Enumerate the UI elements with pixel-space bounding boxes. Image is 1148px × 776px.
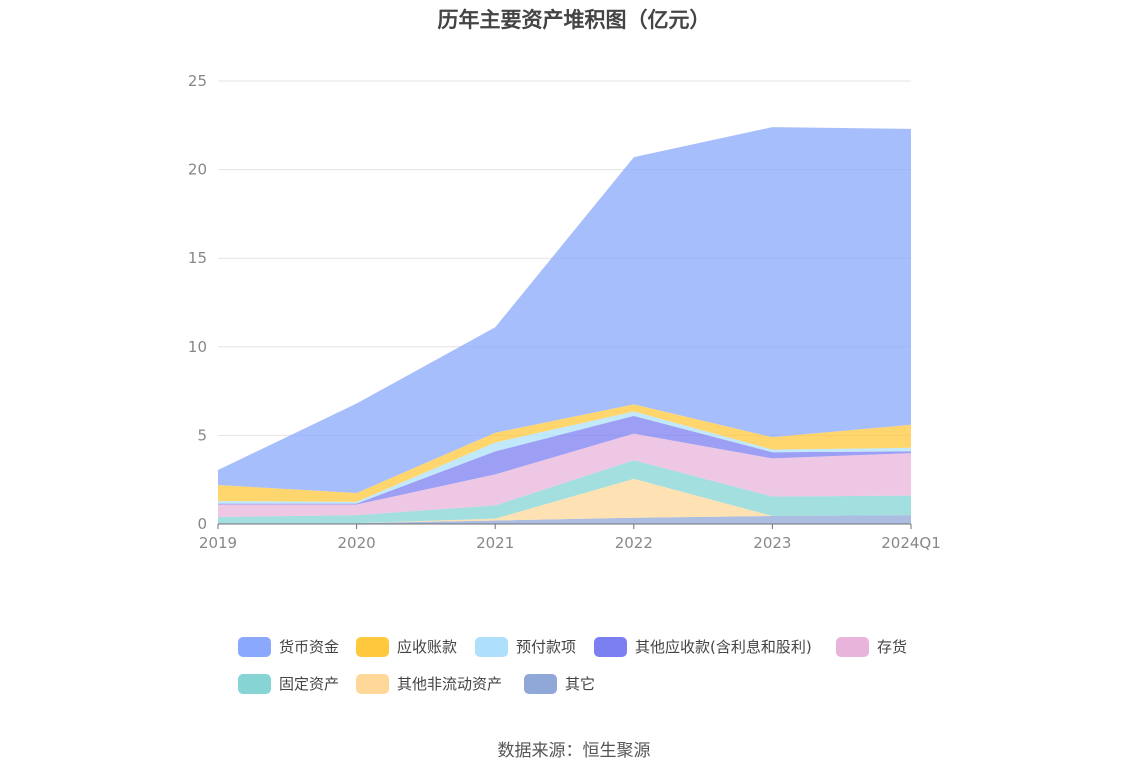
x-tick-label: 2019 bbox=[199, 534, 237, 552]
legend-swatch bbox=[356, 636, 389, 657]
data-source: 数据来源：恒生聚源 bbox=[497, 741, 651, 761]
legend-swatch bbox=[594, 636, 627, 657]
legend-swatch bbox=[238, 636, 271, 657]
stacked-area-chart: 0 5 10 15 20 25 2019 2020 2021 2022 2023 2024Q1 bbox=[188, 72, 941, 552]
area-series bbox=[218, 127, 911, 493]
x-tick-label: 2020 bbox=[338, 534, 376, 552]
legend-swatch bbox=[836, 636, 869, 657]
legend-label: 固定资产 bbox=[279, 675, 340, 693]
y-tick-label: 15 bbox=[188, 249, 207, 267]
y-tick-label: 25 bbox=[188, 72, 207, 90]
legend-item-prepayments[interactable]: 预付款项 bbox=[475, 636, 576, 657]
legend-label: 存货 bbox=[877, 638, 908, 656]
y-tick-label: 0 bbox=[197, 515, 207, 533]
area-series bbox=[218, 478, 911, 524]
chart-title: 历年主要资产堆积图（亿元） bbox=[437, 8, 711, 32]
legend-item-inventory[interactable]: 存货 bbox=[836, 636, 907, 657]
legend-label: 应收账款 bbox=[397, 638, 458, 656]
area-series bbox=[218, 404, 911, 502]
legend-item-cash[interactable]: 货币资金 bbox=[238, 636, 339, 657]
legend-label: 预付款项 bbox=[516, 638, 577, 656]
area-series bbox=[218, 433, 911, 517]
area-series bbox=[218, 460, 911, 524]
legend-label: 其他非流动资产 bbox=[397, 675, 503, 693]
x-tick-label: 2022 bbox=[615, 534, 653, 552]
y-tick-label: 5 bbox=[197, 426, 207, 444]
x-tick-label: 2021 bbox=[476, 534, 514, 552]
y-tick-label: 10 bbox=[188, 338, 207, 356]
legend-item-other-receivables[interactable]: 其他应收款(含利息和股利) bbox=[594, 636, 812, 657]
x-tick-label: 2023 bbox=[753, 534, 791, 552]
x-tick-label: 2024Q1 bbox=[881, 534, 941, 552]
legend-swatch bbox=[238, 673, 271, 694]
legend-label: 货币资金 bbox=[279, 638, 340, 656]
legend-swatch bbox=[356, 673, 389, 694]
area-series bbox=[218, 515, 911, 524]
legend-swatch bbox=[524, 673, 557, 694]
legend-label: 其它 bbox=[565, 675, 596, 693]
y-tick-label: 20 bbox=[188, 161, 207, 179]
legend-swatch bbox=[475, 636, 508, 657]
legend-item-other-noncurrent[interactable]: 其他非流动资产 bbox=[356, 673, 502, 694]
legend-item-fixed-assets[interactable]: 固定资产 bbox=[238, 673, 339, 694]
legend-item-receivables[interactable]: 应收账款 bbox=[356, 636, 457, 657]
area-series bbox=[218, 411, 911, 504]
legend-label: 其他应收款(含利息和股利) bbox=[635, 638, 812, 656]
legend-item-others[interactable]: 其它 bbox=[524, 673, 595, 694]
